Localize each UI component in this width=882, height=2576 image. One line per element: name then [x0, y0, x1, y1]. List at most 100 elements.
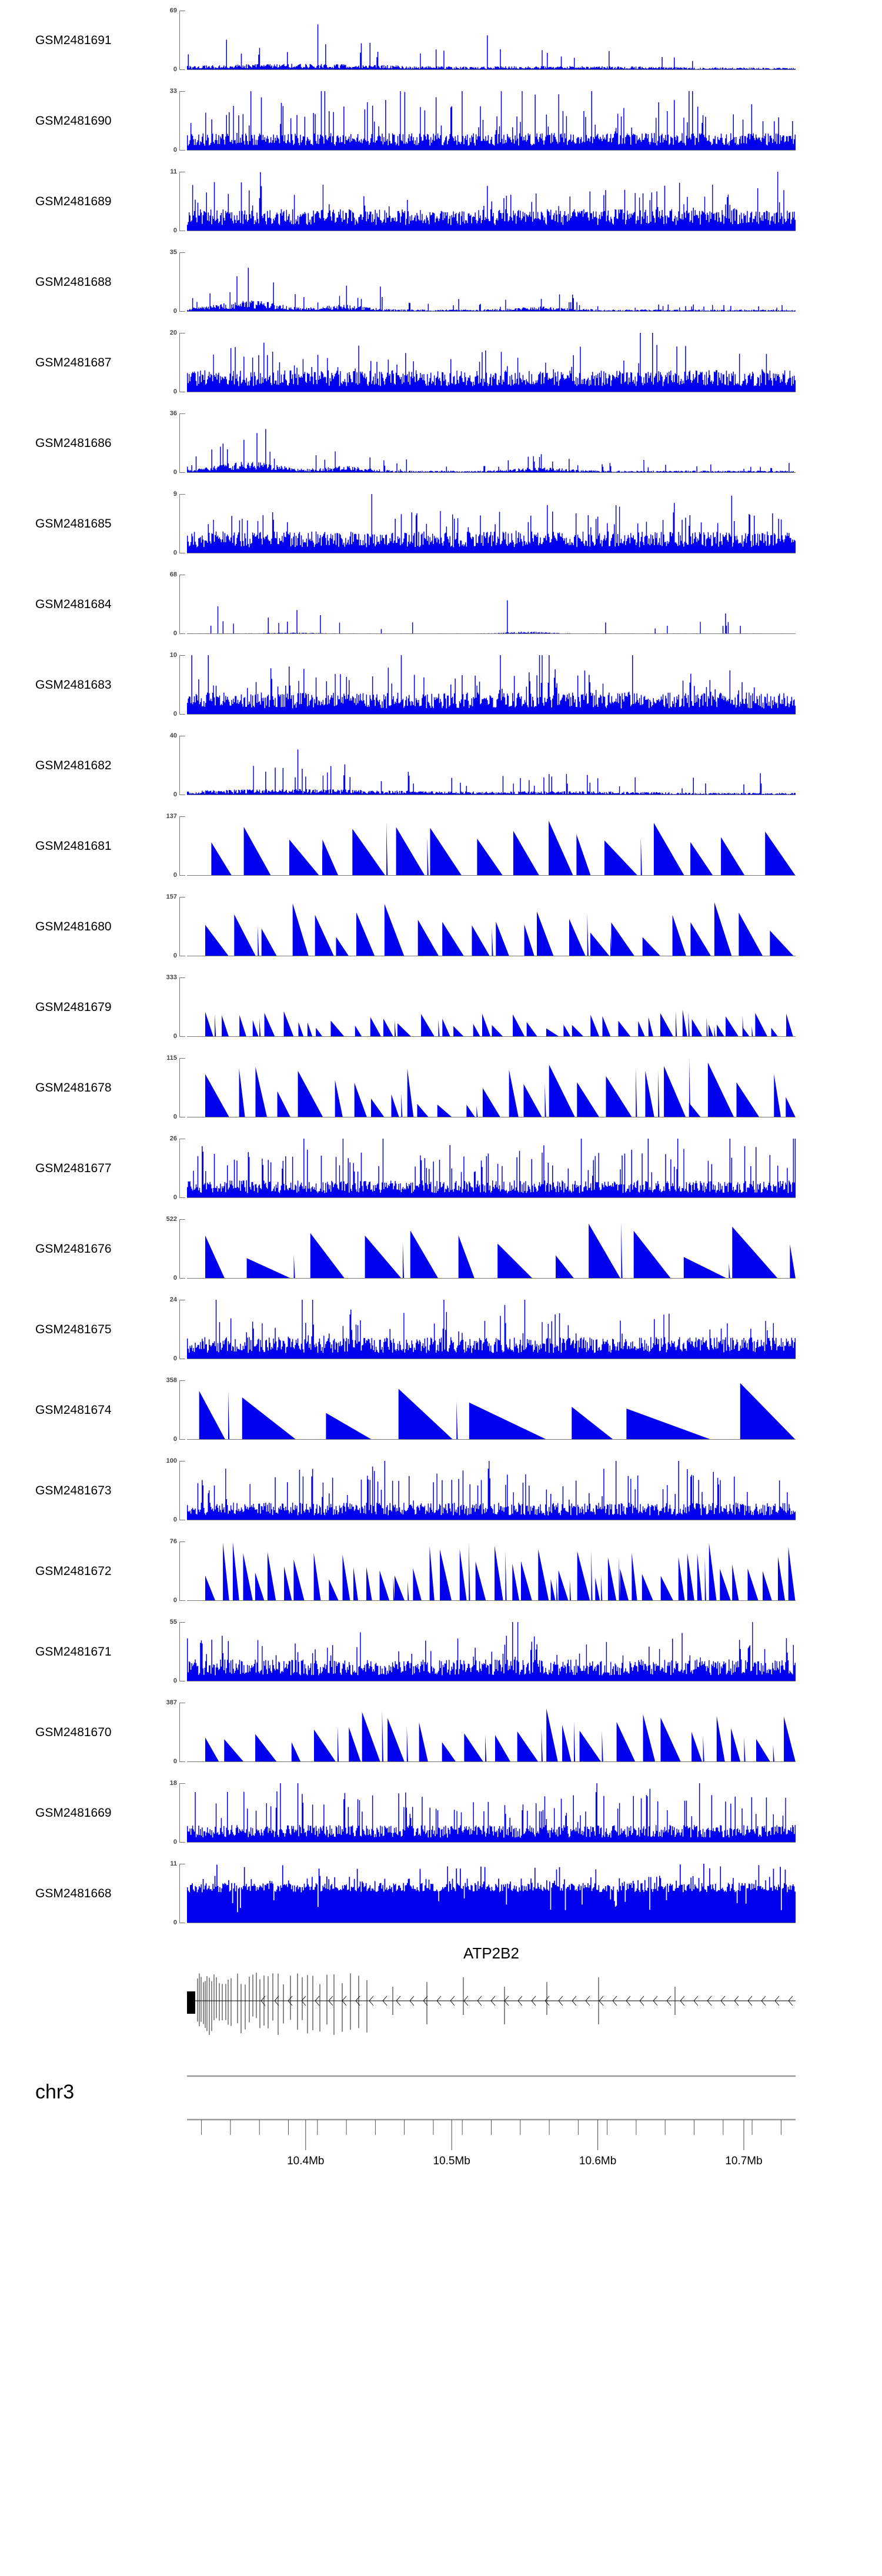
axis-min-label: 0	[173, 308, 177, 315]
axis-max-label: 20	[169, 329, 177, 336]
track-y-axis: 157 0	[147, 893, 185, 959]
track-y-axis: 115 0	[147, 1055, 185, 1120]
chromosome-label: chr3	[35, 2081, 75, 2103]
coverage-plot[interactable]	[187, 494, 796, 553]
track-label: GSM2481676	[35, 1242, 112, 1256]
axis-bracket	[179, 172, 185, 231]
coverage-plot[interactable]	[187, 252, 796, 312]
track-y-axis: 387 0	[147, 1699, 185, 1765]
axis-min-label: 0	[173, 1838, 177, 1846]
track-label: GSM2481687	[35, 355, 112, 369]
axis-bracket	[179, 1703, 185, 1762]
axis-max-label: 35	[169, 249, 177, 256]
coverage-plot[interactable]	[187, 1219, 796, 1279]
axis-min-label: 0	[173, 1033, 177, 1040]
axis-min-label: 0	[173, 1516, 177, 1523]
coverage-track-gsm2481678: GSM2481678 115 0	[0, 1047, 882, 1128]
coverage-plot[interactable]	[187, 575, 796, 634]
axis-min-label: 0	[173, 952, 177, 959]
coverage-plot[interactable]	[187, 816, 796, 876]
coverage-track-gsm2481684: GSM2481684 68 0	[0, 564, 882, 645]
axis-min-label: 0	[173, 227, 177, 234]
axis-min-label: 0	[173, 1113, 177, 1120]
axis-bracket	[179, 252, 185, 312]
coverage-plot[interactable]	[187, 736, 796, 795]
axis-bracket	[179, 91, 185, 151]
axis-max-label: 33	[169, 88, 177, 95]
track-label: GSM2481679	[35, 1000, 112, 1014]
axis-min-label: 0	[173, 1919, 177, 1926]
coverage-track-gsm2481675: GSM2481675 24 0	[0, 1289, 882, 1370]
track-label: GSM2481674	[35, 1403, 112, 1417]
axis-bracket	[179, 736, 185, 795]
axis-min-label: 0	[173, 549, 177, 556]
track-label: GSM2481688	[35, 275, 112, 289]
axis-bracket	[179, 1380, 185, 1440]
coverage-track-gsm2481669: GSM2481669 18 0	[0, 1773, 882, 1853]
axis-max-label: 522	[166, 1216, 177, 1223]
coverage-tracks-container: GSM2481691 69 0 GSM2481690 33 0 GSM2481689 11 0 G…	[0, 8, 882, 1926]
track-y-axis: 20 0	[147, 329, 185, 395]
coverage-plot[interactable]	[187, 655, 796, 715]
coverage-plot[interactable]	[187, 1622, 796, 1681]
axis-min-label: 0	[173, 710, 177, 718]
coverage-plot[interactable]	[187, 1300, 796, 1359]
coverage-plot[interactable]	[187, 897, 796, 956]
track-label: GSM2481681	[35, 839, 112, 853]
axis-max-label: 40	[169, 732, 177, 739]
gene-annotation-panel: ATP2B2	[0, 1934, 882, 2046]
coverage-track-gsm2481683: GSM2481683 10 0	[0, 645, 882, 725]
coverage-plot[interactable]	[187, 1058, 796, 1117]
axis-bracket	[179, 1864, 185, 1923]
coverage-plot[interactable]	[187, 977, 796, 1037]
axis-bracket	[179, 816, 185, 876]
track-label: GSM2481669	[35, 1806, 112, 1820]
svg-text:10.5Mb: 10.5Mb	[433, 2155, 470, 2167]
axis-max-label: 115	[166, 1055, 177, 1062]
axis-min-label: 0	[173, 1597, 177, 1604]
coverage-plot[interactable]	[187, 172, 796, 231]
axis-max-label: 24	[169, 1296, 177, 1303]
axis-bracket	[179, 1300, 185, 1359]
coverage-plot[interactable]	[187, 1864, 796, 1923]
axis-min-label: 0	[173, 469, 177, 476]
axis-max-label: 76	[169, 1538, 177, 1545]
coverage-plot[interactable]	[187, 1380, 796, 1440]
coverage-plot[interactable]	[187, 1541, 796, 1601]
axis-max-label: 157	[166, 893, 177, 900]
axis-max-label: 10	[169, 652, 177, 659]
axis-bracket	[179, 1461, 185, 1520]
coverage-plot[interactable]	[187, 333, 796, 392]
coverage-track-gsm2481680: GSM2481680 157 0	[0, 886, 882, 967]
track-y-axis: 35 0	[147, 249, 185, 315]
gene-name-label: ATP2B2	[463, 1944, 519, 1962]
coverage-track-gsm2481686: GSM2481686 36 0	[0, 403, 882, 483]
svg-text:10.6Mb: 10.6Mb	[579, 2155, 616, 2167]
coverage-plot[interactable]	[187, 413, 796, 473]
axis-max-label: 55	[169, 1619, 177, 1626]
coverage-plot[interactable]	[187, 1703, 796, 1762]
axis-max-label: 36	[169, 410, 177, 417]
track-y-axis: 522 0	[147, 1216, 185, 1282]
coverage-plot[interactable]	[187, 91, 796, 151]
track-y-axis: 100 0	[147, 1458, 185, 1523]
axis-min-label: 0	[173, 1274, 177, 1282]
track-y-axis: 10 0	[147, 652, 185, 718]
axis-max-label: 387	[166, 1699, 177, 1706]
axis-max-label: 18	[169, 1780, 177, 1787]
coverage-plot[interactable]	[187, 1461, 796, 1520]
track-y-axis: 33 0	[147, 88, 185, 154]
coverage-plot[interactable]	[187, 1783, 796, 1843]
coverage-track-gsm2481690: GSM2481690 33 0	[0, 81, 882, 161]
coverage-plot[interactable]	[187, 11, 796, 70]
track-label: GSM2481684	[35, 597, 112, 611]
axis-bracket	[179, 1058, 185, 1117]
gene-model-diagram	[187, 1964, 796, 2036]
coverage-plot[interactable]	[187, 1139, 796, 1198]
coverage-track-gsm2481682: GSM2481682 40 0	[0, 725, 882, 806]
track-label: GSM2481668	[35, 1886, 112, 1900]
axis-bracket	[179, 897, 185, 956]
track-y-axis: 26 0	[147, 1136, 185, 1201]
axis-max-label: 358	[166, 1377, 177, 1384]
